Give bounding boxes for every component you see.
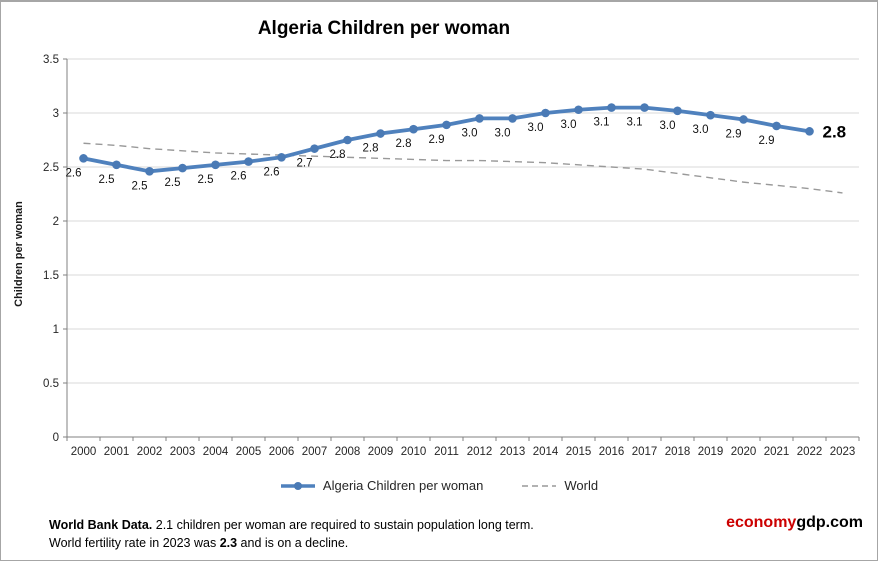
x-axis-tick-label: 2005 bbox=[236, 446, 262, 458]
data-point-label: 2.5 bbox=[165, 177, 181, 189]
y-axis-tick-label: 0 bbox=[53, 432, 59, 444]
x-axis-tick-label: 2011 bbox=[434, 446, 459, 458]
y-axis-tick-label: 1 bbox=[53, 324, 59, 336]
algeria-data-point bbox=[112, 160, 121, 170]
x-axis-tick-label: 2010 bbox=[401, 446, 427, 458]
algeria-data-point bbox=[409, 124, 418, 134]
data-point-label: 3.0 bbox=[462, 127, 478, 139]
x-axis-tick-label: 2020 bbox=[731, 446, 757, 458]
y-axis-tick-label: 1.5 bbox=[43, 270, 59, 282]
data-point-label: 3.0 bbox=[495, 127, 511, 139]
x-axis-tick-label: 2023 bbox=[830, 446, 856, 458]
x-axis-tick-label: 2000 bbox=[71, 446, 97, 458]
algeria-data-point bbox=[805, 127, 814, 136]
data-point-label: 3.1 bbox=[594, 117, 610, 129]
algeria-data-point bbox=[79, 154, 88, 163]
data-point-label: 2.6 bbox=[66, 167, 82, 179]
x-axis-tick-label: 2018 bbox=[665, 446, 691, 458]
algeria-data-point bbox=[475, 114, 484, 123]
latest-value-label: 2.8 bbox=[823, 122, 847, 141]
data-point-label: 2.9 bbox=[726, 128, 742, 140]
x-axis-tick-label: 2016 bbox=[599, 446, 625, 458]
algeria-line-sample-icon bbox=[280, 481, 315, 490]
data-point-label: 3.0 bbox=[528, 122, 544, 134]
x-axis-tick-label: 2008 bbox=[335, 446, 361, 458]
line-chart-plot-area: 0 0.5 1 1.5 2 2.5 3 3.5 2000 2001 2002 2003 2004 2005… bbox=[43, 54, 860, 458]
y-axis-title: Children per woman bbox=[13, 201, 25, 307]
algeria-data-point bbox=[574, 105, 583, 115]
algeria-data-point bbox=[310, 144, 319, 153]
footnote-text: World Bank Data. 2.1 children per woman … bbox=[49, 516, 689, 552]
x-axis-tick-label: 2019 bbox=[698, 446, 724, 458]
legend-item-world: World bbox=[521, 478, 598, 493]
x-axis-tick-label: 2012 bbox=[467, 446, 493, 458]
algeria-data-point bbox=[739, 115, 748, 124]
y-axis-tick-label: 3 bbox=[53, 108, 59, 120]
algeria-data-point bbox=[343, 135, 352, 145]
footnote-line-1: World Bank Data. 2.1 children per woman … bbox=[49, 518, 534, 532]
x-axis-tick-label: 2007 bbox=[302, 446, 328, 458]
algeria-data-point bbox=[376, 129, 385, 138]
algeria-series-line bbox=[81, 105, 812, 174]
data-point-label: 2.9 bbox=[429, 134, 445, 146]
x-axis-tick-label: 2001 bbox=[104, 446, 130, 458]
chart-legend: Algeria Children per woman World bbox=[1, 478, 877, 493]
y-axis-tick-label: 2 bbox=[53, 216, 59, 228]
logo-dark-part: gdp.com bbox=[796, 514, 863, 531]
data-point-label: 2.5 bbox=[99, 174, 115, 186]
algeria-data-point bbox=[541, 108, 550, 118]
economygdp-logo: economygdp.com bbox=[726, 514, 863, 532]
algeria-data-point bbox=[442, 120, 451, 130]
legend-label-world: World bbox=[564, 478, 599, 493]
algeria-data-point bbox=[508, 114, 517, 123]
algeria-data-point bbox=[607, 103, 616, 112]
data-point-label: 2.8 bbox=[330, 149, 346, 161]
x-axis-tick-label: 2013 bbox=[500, 446, 526, 458]
data-point-label: 3.1 bbox=[627, 117, 643, 129]
x-axis-tick-label: 2022 bbox=[797, 446, 823, 458]
x-axis-tick-label: 2002 bbox=[137, 446, 163, 458]
data-point-label: 2.6 bbox=[231, 171, 247, 183]
data-point-label: 2.9 bbox=[759, 135, 775, 147]
data-point-label: 2.8 bbox=[396, 138, 412, 150]
y-axis-tick-label: 0.5 bbox=[43, 378, 59, 390]
algeria-data-point bbox=[145, 167, 154, 176]
legend-item-algeria: Algeria Children per woman bbox=[280, 478, 483, 493]
legend-label-algeria: Algeria Children per woman bbox=[322, 478, 484, 493]
data-point-label: 2.5 bbox=[198, 174, 214, 186]
x-axis-tick-label: 2009 bbox=[368, 446, 394, 458]
chart-title: Algeria Children per woman bbox=[257, 18, 511, 39]
x-axis-tick-label: 2021 bbox=[764, 446, 790, 458]
logo-red-part: economy bbox=[726, 514, 797, 531]
algeria-data-point bbox=[706, 110, 715, 120]
algeria-data-point bbox=[244, 157, 253, 166]
y-axis-tick-label: 2.5 bbox=[43, 162, 59, 174]
data-point-label: 3.0 bbox=[561, 119, 577, 131]
algeria-data-point bbox=[277, 152, 286, 162]
data-point-label: 3.0 bbox=[693, 124, 709, 136]
algeria-data-point bbox=[772, 121, 781, 131]
algeria-data-point bbox=[211, 160, 220, 170]
footnote-line-2: World fertility rate in 2023 was 2.3 and… bbox=[49, 536, 349, 550]
x-axis-tick-label: 2004 bbox=[203, 446, 229, 458]
data-point-label: 3.0 bbox=[660, 120, 676, 132]
algeria-data-point bbox=[673, 106, 682, 116]
algeria-data-point bbox=[178, 163, 187, 173]
x-axis-tick-label: 2014 bbox=[533, 446, 559, 458]
data-point-label: 2.6 bbox=[264, 166, 280, 178]
x-axis-tick-label: 2017 bbox=[632, 446, 658, 458]
world-dashed-line-sample-icon bbox=[522, 484, 557, 487]
data-point-label: 2.5 bbox=[132, 180, 148, 192]
x-axis-tick-label: 2015 bbox=[566, 446, 592, 458]
x-axis-tick-label: 2003 bbox=[170, 446, 196, 458]
y-axis-tick-label: 3.5 bbox=[43, 54, 59, 66]
data-point-label: 2.7 bbox=[297, 158, 313, 170]
data-point-label: 2.8 bbox=[363, 143, 379, 155]
algeria-data-point bbox=[640, 103, 649, 112]
x-axis-tick-label: 2006 bbox=[269, 446, 295, 458]
world-series-line bbox=[83, 142, 843, 194]
